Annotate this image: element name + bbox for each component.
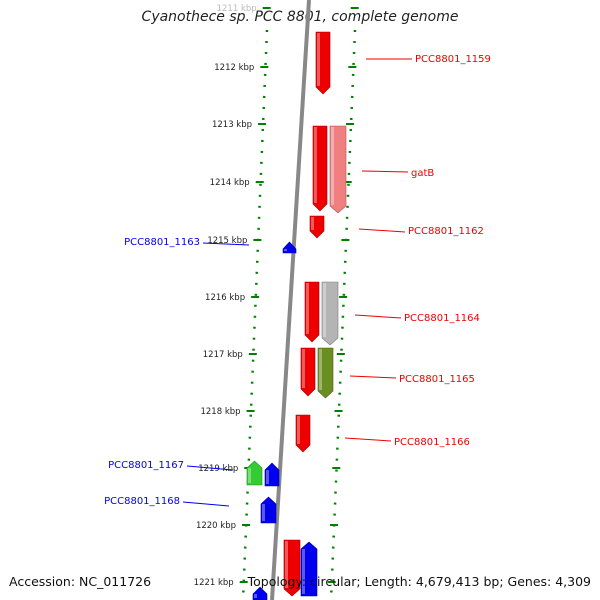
gene-feature [312,125,328,212]
gene-arrow-highlight [314,127,317,203]
axis-tick-label: 1215 kbp [207,236,247,246]
axis-tick-label: 1212 kbp [214,63,254,73]
gene-label: PCC8801_1164 [404,313,480,324]
gene-arrow-highlight [284,249,287,251]
axis-tick-label: 1221 kbp [194,578,234,588]
gene-label-leader [358,228,406,233]
gene-label: PCC8801_1168 [104,496,180,507]
gene-arrow-highlight [311,217,314,230]
gene-arrow-highlight [319,349,322,390]
gene-arrow [264,462,280,487]
gene-arrow-highlight [323,283,326,337]
gene-arrow [300,541,318,597]
gene-label: PCC8801_1159 [415,54,491,65]
gene-label: PCC8801_1165 [399,374,475,385]
gene-arrow [300,347,316,397]
gene-arrow-highlight [302,549,305,594]
axis-tick-label: 1213 kbp [212,120,252,130]
gene-arrow [312,125,328,212]
gene-arrow-highlight [266,470,269,484]
gene-arrow [295,414,311,453]
gene-label: PCC8801_1167 [108,460,184,471]
topology-text: Topology: circular; Length: 4,679,413 bp… [247,574,591,589]
gene-feature [252,586,268,600]
gene-feature [295,414,311,453]
gene-arrow-highlight [306,283,309,334]
gene-feature [317,347,334,399]
gene-arrow [260,496,277,524]
gene-feature [300,347,316,397]
axis-tick-label: 1218 kbp [200,407,240,417]
gene-feature [260,496,277,524]
genome-backbone [270,0,311,600]
gene-arrow [246,460,263,486]
gene-feature [304,281,320,343]
gene-arrow-highlight [285,541,288,588]
gene-label: PCC8801_1166 [394,437,470,448]
gene-arrow [329,125,347,214]
gene-feature [315,31,331,95]
gene-feature [282,241,297,254]
gene-feature [309,215,325,239]
axis-tick-label: 1214 kbp [210,178,250,188]
gene-feature [300,541,318,597]
gene-label: PCC8801_1163 [124,237,200,248]
gene-feature [246,460,263,486]
gene-arrow [282,241,297,254]
gene-arrow-highlight [302,349,305,388]
axis-tick-label: 1216 kbp [205,293,245,303]
gene-label-leader [354,314,402,319]
gene-arrow-highlight [297,416,300,444]
axis-tick-label: 1220 kbp [196,521,236,531]
gene-label-leader [186,465,234,471]
gene-label-leader [361,170,409,173]
axis-tick-label: 1217 kbp [203,350,243,360]
accession-text: Accession: NC_011726 [9,574,152,589]
gene-feature [329,125,347,214]
gene-feature [264,462,280,487]
gene-arrow-highlight [331,127,334,205]
gene-arrow-highlight [248,468,251,483]
map-title: Cyanothece sp. PCC 8801, complete genome [141,9,459,25]
gene-label-leader [182,501,230,507]
axis-tick-label: 1211 kbp [217,4,257,14]
gene-label-leader [344,437,392,442]
gene-arrow [315,31,331,95]
gene-arrow [321,281,339,346]
gene-feature [283,539,301,597]
gene-label-leader [202,242,250,246]
gene-feature [321,281,339,346]
gene-arrow [317,347,334,399]
gene-arrow [309,215,325,239]
gene-arrow-highlight [317,33,320,86]
gene-label-leader [349,375,397,379]
gene-arrow [283,539,301,597]
gene-arrow-highlight [254,594,257,598]
gene-label: gatB [411,168,434,179]
gene-label: PCC8801_1162 [408,226,484,237]
gene-arrow [304,281,320,343]
gene-arrow [252,586,268,600]
gene-arrow-highlight [262,504,265,521]
